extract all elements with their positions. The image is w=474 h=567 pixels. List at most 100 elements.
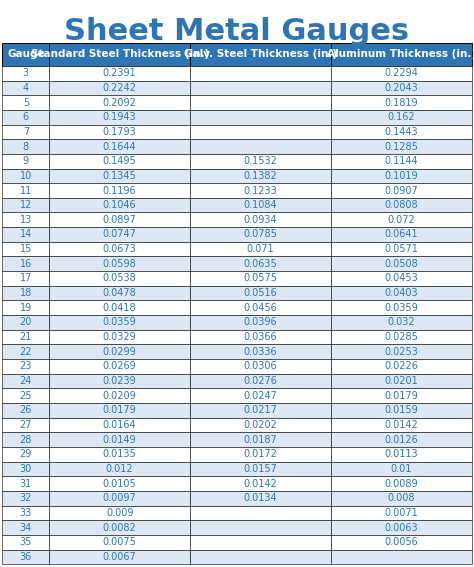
Text: Gauge: Gauge [7,49,45,59]
Text: 0.0226: 0.0226 [384,361,418,371]
Text: 0.0056: 0.0056 [384,537,418,547]
Text: 0.0785: 0.0785 [244,230,277,239]
Text: 15: 15 [19,244,32,254]
Text: 0.071: 0.071 [246,244,274,254]
Text: 28: 28 [19,435,32,445]
Text: 0.0113: 0.0113 [384,449,418,459]
Text: 0.0329: 0.0329 [103,332,137,342]
Text: 0.0359: 0.0359 [103,318,137,327]
Text: 0.1495: 0.1495 [103,156,137,166]
Text: 0.1443: 0.1443 [384,127,418,137]
Text: 0.0142: 0.0142 [244,479,277,489]
Text: 0.009: 0.009 [106,508,134,518]
Text: 0.0418: 0.0418 [103,303,137,313]
Text: 0.0508: 0.0508 [384,259,418,269]
Text: 0.0239: 0.0239 [103,376,137,386]
Text: 0.2294: 0.2294 [384,68,418,78]
Text: 30: 30 [20,464,32,474]
Text: 0.0089: 0.0089 [384,479,418,489]
Text: 0.2092: 0.2092 [103,98,137,108]
Text: 0.012: 0.012 [106,464,134,474]
Text: 19: 19 [20,303,32,313]
Text: 31: 31 [20,479,32,489]
Text: 4: 4 [23,83,29,93]
Text: Galv. Steel Thickness (in.): Galv. Steel Thickness (in.) [184,49,337,59]
Text: 35: 35 [19,537,32,547]
Text: 0.0217: 0.0217 [244,405,277,415]
Text: 0.0157: 0.0157 [244,464,277,474]
Text: 0.0126: 0.0126 [384,435,418,445]
Text: 0.0575: 0.0575 [244,273,277,284]
Text: 32: 32 [19,493,32,503]
Text: 0.0269: 0.0269 [103,361,137,371]
Text: 0.0134: 0.0134 [244,493,277,503]
Text: 0.1382: 0.1382 [244,171,277,181]
Text: 0.0336: 0.0336 [244,346,277,357]
Text: 9: 9 [23,156,29,166]
Text: 0.0538: 0.0538 [103,273,137,284]
Text: 0.0097: 0.0097 [103,493,137,503]
Text: 0.0253: 0.0253 [384,346,418,357]
Text: 0.0598: 0.0598 [103,259,137,269]
Text: 0.01: 0.01 [391,464,412,474]
Text: 0.0453: 0.0453 [384,273,418,284]
Text: 0.0209: 0.0209 [103,391,137,401]
Text: 0.0135: 0.0135 [103,449,137,459]
Text: 0.1144: 0.1144 [384,156,418,166]
Text: 26: 26 [19,405,32,415]
Text: 0.0179: 0.0179 [103,405,137,415]
Text: 0.0456: 0.0456 [244,303,277,313]
Text: 0.0907: 0.0907 [384,185,418,196]
Text: 0.0187: 0.0187 [244,435,277,445]
Text: 0.032: 0.032 [387,318,415,327]
Text: 0.0179: 0.0179 [384,391,418,401]
Text: 0.1084: 0.1084 [244,200,277,210]
Text: 0.0571: 0.0571 [384,244,418,254]
Text: 16: 16 [20,259,32,269]
Text: 0.0082: 0.0082 [103,523,137,532]
Text: 20: 20 [19,318,32,327]
Text: 12: 12 [19,200,32,210]
Text: 0.0067: 0.0067 [103,552,137,562]
Text: 0.0934: 0.0934 [244,215,277,225]
Text: 0.0075: 0.0075 [103,537,137,547]
Text: 0.1644: 0.1644 [103,142,137,151]
Text: 22: 22 [19,346,32,357]
Text: 24: 24 [19,376,32,386]
Text: 0.0201: 0.0201 [384,376,418,386]
Text: 0.0641: 0.0641 [384,230,418,239]
Text: 0.0285: 0.0285 [384,332,418,342]
Text: 0.0635: 0.0635 [244,259,277,269]
Text: 21: 21 [19,332,32,342]
Text: 0.0164: 0.0164 [103,420,137,430]
Text: 5: 5 [23,98,29,108]
Text: 0.1285: 0.1285 [384,142,418,151]
Text: 17: 17 [19,273,32,284]
Text: 0.072: 0.072 [387,215,415,225]
Text: 0.0071: 0.0071 [384,508,418,518]
Text: 11: 11 [20,185,32,196]
Text: 0.0172: 0.0172 [244,449,277,459]
Text: 0.1345: 0.1345 [103,171,137,181]
Text: 0.0897: 0.0897 [103,215,137,225]
Text: 8: 8 [23,142,29,151]
Text: 0.0142: 0.0142 [384,420,418,430]
Text: 0.1196: 0.1196 [103,185,137,196]
Text: 27: 27 [19,420,32,430]
Text: 18: 18 [20,288,32,298]
Text: 29: 29 [19,449,32,459]
Text: 7: 7 [23,127,29,137]
Text: 3: 3 [23,68,29,78]
Text: 0.0478: 0.0478 [103,288,137,298]
Text: 36: 36 [20,552,32,562]
Text: Standard Steel Thickness (in.): Standard Steel Thickness (in.) [30,49,209,59]
Text: 0.0403: 0.0403 [384,288,418,298]
Text: 10: 10 [20,171,32,181]
Text: 6: 6 [23,112,29,122]
Text: 0.1819: 0.1819 [384,98,418,108]
Text: 0.1532: 0.1532 [244,156,277,166]
Text: 0.0247: 0.0247 [244,391,277,401]
Text: 25: 25 [19,391,32,401]
Text: 0.0063: 0.0063 [384,523,418,532]
Text: 0.2391: 0.2391 [103,68,137,78]
